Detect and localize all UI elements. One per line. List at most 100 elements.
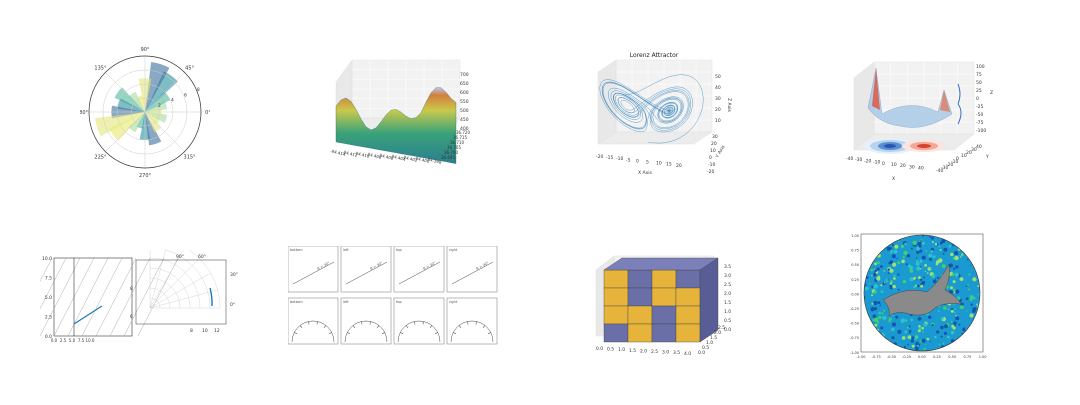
noise-blob bbox=[891, 327, 895, 332]
rotated-line bbox=[451, 261, 494, 285]
rotation-panel bbox=[393, 245, 445, 293]
noise-blob bbox=[965, 285, 968, 287]
text-rotation-svg: bottom θ = 30° left θ = 30° top θ = 30° right θ… bbox=[287, 245, 498, 345]
noise-blob bbox=[919, 249, 923, 253]
polar-bar bbox=[145, 71, 178, 112]
noise-blob bbox=[905, 263, 908, 266]
noise-blob bbox=[967, 288, 970, 291]
noise-blob bbox=[897, 261, 901, 264]
noise-blob bbox=[891, 336, 895, 340]
noise-blob bbox=[892, 284, 896, 289]
arc-tick bbox=[475, 321, 477, 325]
rotated-annotation: θ = 30° bbox=[317, 261, 331, 271]
polar-angle-label: 0° bbox=[205, 110, 210, 116]
y-tick-label: 30 bbox=[971, 147, 977, 153]
x-tick-label: 1.00 bbox=[979, 355, 987, 359]
voxel-face bbox=[627, 269, 653, 289]
polar-frame bbox=[88, 55, 202, 169]
noise-blob bbox=[891, 254, 896, 259]
noise-blob bbox=[871, 285, 874, 288]
x-tick-label: -0.25 bbox=[902, 355, 911, 359]
x-tick-label: 10.0 bbox=[86, 338, 95, 343]
noise-blob bbox=[921, 255, 926, 260]
noise-blob bbox=[866, 276, 869, 279]
x-tick-label: 2.0 bbox=[640, 348, 647, 354]
noise-blob bbox=[916, 250, 920, 254]
arc-tick bbox=[308, 321, 310, 325]
y-tick-label: 0 bbox=[956, 156, 959, 162]
polar-radial-label: 4 bbox=[171, 98, 174, 104]
noise-blob bbox=[943, 247, 948, 252]
noise-blob bbox=[970, 303, 973, 306]
arc-tick bbox=[316, 321, 318, 325]
noise-blob bbox=[891, 314, 894, 317]
y-tick-label: 0 bbox=[709, 155, 712, 161]
noise-blob bbox=[931, 324, 934, 327]
polar-bar bbox=[145, 112, 162, 133]
noise-blob bbox=[943, 331, 947, 335]
noise-blob bbox=[877, 301, 881, 305]
noise-blob bbox=[955, 289, 960, 294]
floor-contour-red bbox=[917, 144, 931, 148]
panel-title: bottom bbox=[290, 300, 303, 304]
z-tick-label: 20 bbox=[715, 107, 721, 113]
x-tick-label: 0.0 bbox=[596, 346, 603, 352]
z-axis-label: Z Axis bbox=[726, 98, 732, 113]
skew-gridline bbox=[109, 257, 151, 337]
noise-blob bbox=[914, 346, 919, 351]
arc-tick bbox=[482, 325, 486, 328]
polar-bar bbox=[145, 112, 168, 123]
rotated-arc bbox=[450, 320, 494, 343]
polar-bar bbox=[128, 91, 145, 112]
noise-blob bbox=[873, 307, 878, 311]
noise-blob bbox=[930, 250, 934, 253]
noise-blob bbox=[938, 245, 941, 248]
noise-blob bbox=[966, 258, 969, 261]
polar-bar-svg: 90° 45° 0° 315° 270° 225° 180° 135° 2 4 6 8 bbox=[76, 47, 211, 179]
lorenz-svg: Lorenz Attractor -20 -15 -10 -5 0 5 10 15 20X Ax… bbox=[596, 52, 732, 176]
z-tick-label: 1.0 bbox=[724, 309, 731, 315]
z-tick-label: 2.0 bbox=[724, 291, 731, 297]
noise-blob bbox=[930, 341, 932, 343]
x-tick-label: 30 bbox=[909, 164, 915, 170]
surface-body bbox=[867, 67, 953, 128]
polar-side-tick: 8 bbox=[130, 286, 133, 292]
z-tick-label: 400 bbox=[460, 126, 469, 132]
pane-floor bbox=[597, 131, 713, 145]
noise-blob bbox=[901, 336, 906, 340]
rotated-annotation: θ = 30° bbox=[370, 261, 384, 271]
y-tick-label: 36.710 bbox=[450, 140, 464, 145]
noise-blob bbox=[904, 319, 908, 322]
noise-blob bbox=[901, 259, 905, 264]
panel-title: left bbox=[343, 248, 349, 252]
y-tick-label: 5.0 bbox=[45, 295, 52, 301]
noise-blob bbox=[942, 253, 945, 255]
voxel-face bbox=[603, 305, 629, 325]
noise-blob bbox=[873, 268, 876, 271]
noise-blob bbox=[915, 341, 919, 346]
y-tick-label: -20 bbox=[946, 162, 953, 168]
voxel-face bbox=[603, 323, 629, 343]
polar-angle-label: 60° bbox=[198, 254, 206, 260]
noise-blob bbox=[928, 315, 932, 319]
polar-data-arc bbox=[209, 287, 213, 307]
arc-tick bbox=[361, 321, 363, 325]
y-tick-label: -0.75 bbox=[850, 336, 859, 340]
noise-blob bbox=[938, 258, 943, 263]
noise-blob bbox=[939, 249, 942, 251]
x-tick-label: 3.0 bbox=[662, 350, 669, 356]
skew-frame bbox=[53, 257, 133, 337]
polar-spoke bbox=[149, 240, 169, 309]
y-tick-label: -1.00 bbox=[850, 351, 859, 355]
clipped-group bbox=[864, 235, 980, 351]
y-tick-label: 36.705 bbox=[447, 145, 461, 150]
x-axis-label: X Axis bbox=[638, 170, 653, 176]
arc-tick bbox=[414, 321, 416, 325]
y-tick-label: 36.720 bbox=[456, 130, 470, 135]
voxel-face bbox=[627, 305, 653, 325]
z-tick-label: 500 bbox=[460, 108, 469, 114]
voxel-face bbox=[603, 269, 629, 289]
noise-blob bbox=[887, 279, 889, 281]
y-tick-label: 0.5 bbox=[702, 345, 709, 351]
voxel-chart: 3.5 3.0 2.5 2.0 1.5 1.0 0.5 0.0 0.0 0.5 1.0 1.5 2.0 2… bbox=[590, 250, 740, 364]
